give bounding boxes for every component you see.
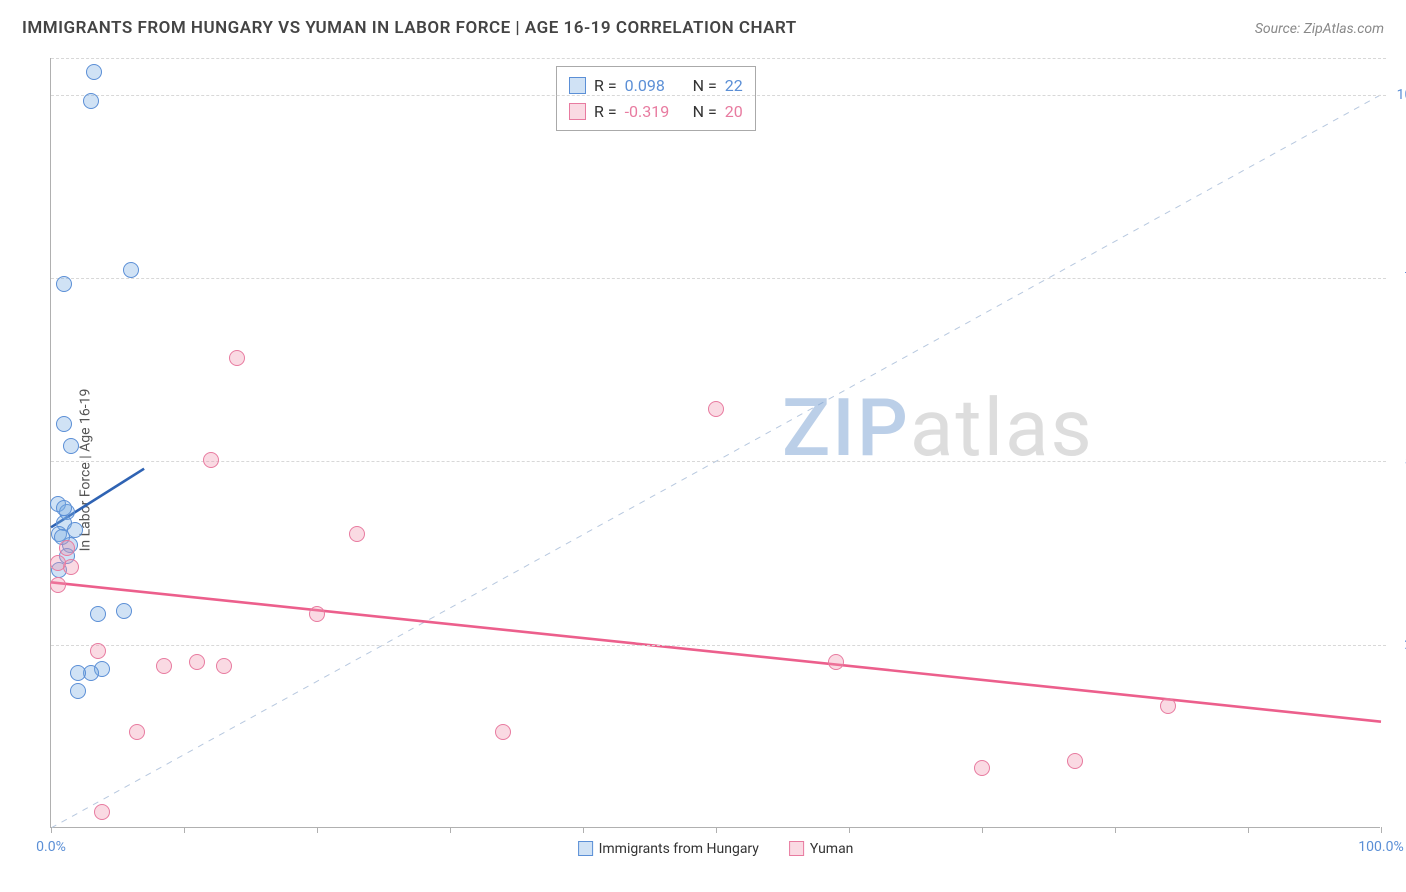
data-point-hungary <box>116 603 132 619</box>
data-point-hungary <box>83 93 99 109</box>
legend-label: Yuman <box>810 841 853 857</box>
data-point-hungary <box>90 606 106 622</box>
x-tick <box>982 827 983 833</box>
data-point-hungary <box>63 438 79 454</box>
x-tick <box>1381 827 1382 833</box>
x-tick <box>51 827 52 833</box>
gridline <box>51 645 1386 646</box>
plot-area: ZIPatlas R =0.098N =22R =-0.319N =20 Imm… <box>50 58 1380 828</box>
data-point-yuman <box>90 643 106 659</box>
data-point-hungary <box>56 416 72 432</box>
legend-row-yuman: R = -0.319 N = 20 <box>569 99 743 125</box>
x-tick <box>1115 827 1116 833</box>
data-point-yuman <box>309 606 325 622</box>
legend-label: Immigrants from Hungary <box>599 841 759 857</box>
x-tick <box>184 827 185 833</box>
data-point-yuman <box>495 724 511 740</box>
data-point-hungary <box>56 500 72 516</box>
x-tick <box>716 827 717 833</box>
gridline <box>51 95 1386 96</box>
x-tick-label: 0.0% <box>36 839 66 855</box>
data-point-yuman <box>974 760 990 776</box>
data-point-yuman <box>349 526 365 542</box>
data-point-hungary <box>70 683 86 699</box>
data-point-yuman <box>828 654 844 670</box>
source-label: Source: ZipAtlas.com <box>1255 21 1384 37</box>
chart-container: In Labor Force | Age 16-19 ZIPatlas R =0… <box>0 48 1406 892</box>
gridline <box>51 278 1386 279</box>
correlation-legend: R =0.098N =22R =-0.319N =20 <box>556 66 756 131</box>
data-point-yuman <box>216 658 232 674</box>
data-point-yuman <box>189 654 205 670</box>
y-tick-label: 100.0% <box>1397 87 1406 103</box>
chart-title: IMMIGRANTS FROM HUNGARY VS YUMAN IN LABO… <box>22 18 797 38</box>
title-bar: IMMIGRANTS FROM HUNGARY VS YUMAN IN LABO… <box>0 0 1406 46</box>
legend-n-value: 20 <box>725 99 743 125</box>
x-tick <box>317 827 318 833</box>
data-point-yuman <box>203 452 219 468</box>
x-tick <box>583 827 584 833</box>
data-point-yuman <box>229 350 245 366</box>
legend-swatch <box>789 841 804 856</box>
legend-r-label: R = <box>594 99 617 125</box>
series-legend: Immigrants from Hungary Yuman <box>578 841 854 857</box>
legend-item-yuman: Yuman <box>789 841 853 857</box>
legend-swatch <box>578 841 593 856</box>
x-tick <box>450 827 451 833</box>
data-point-yuman <box>50 555 66 571</box>
data-point-yuman <box>708 401 724 417</box>
gridline <box>51 58 1386 59</box>
data-point-yuman <box>156 658 172 674</box>
x-tick-label: 100.0% <box>1358 839 1403 855</box>
x-tick <box>1248 827 1249 833</box>
legend-swatch <box>569 103 586 120</box>
data-point-hungary <box>70 665 86 681</box>
gridline <box>51 461 1386 462</box>
legend-r-value: -0.319 <box>625 99 685 125</box>
data-point-hungary <box>86 64 102 80</box>
legend-n-label: N = <box>693 99 717 125</box>
data-point-hungary <box>56 276 72 292</box>
data-point-yuman <box>129 724 145 740</box>
chart-lines <box>51 58 1380 827</box>
legend-swatch <box>569 77 586 94</box>
legend-item-hungary: Immigrants from Hungary <box>578 841 759 857</box>
data-point-yuman <box>50 577 66 593</box>
data-point-yuman <box>1160 698 1176 714</box>
data-point-yuman <box>59 540 75 556</box>
data-point-hungary <box>123 262 139 278</box>
data-point-yuman <box>1067 753 1083 769</box>
x-tick <box>849 827 850 833</box>
data-point-yuman <box>94 804 110 820</box>
